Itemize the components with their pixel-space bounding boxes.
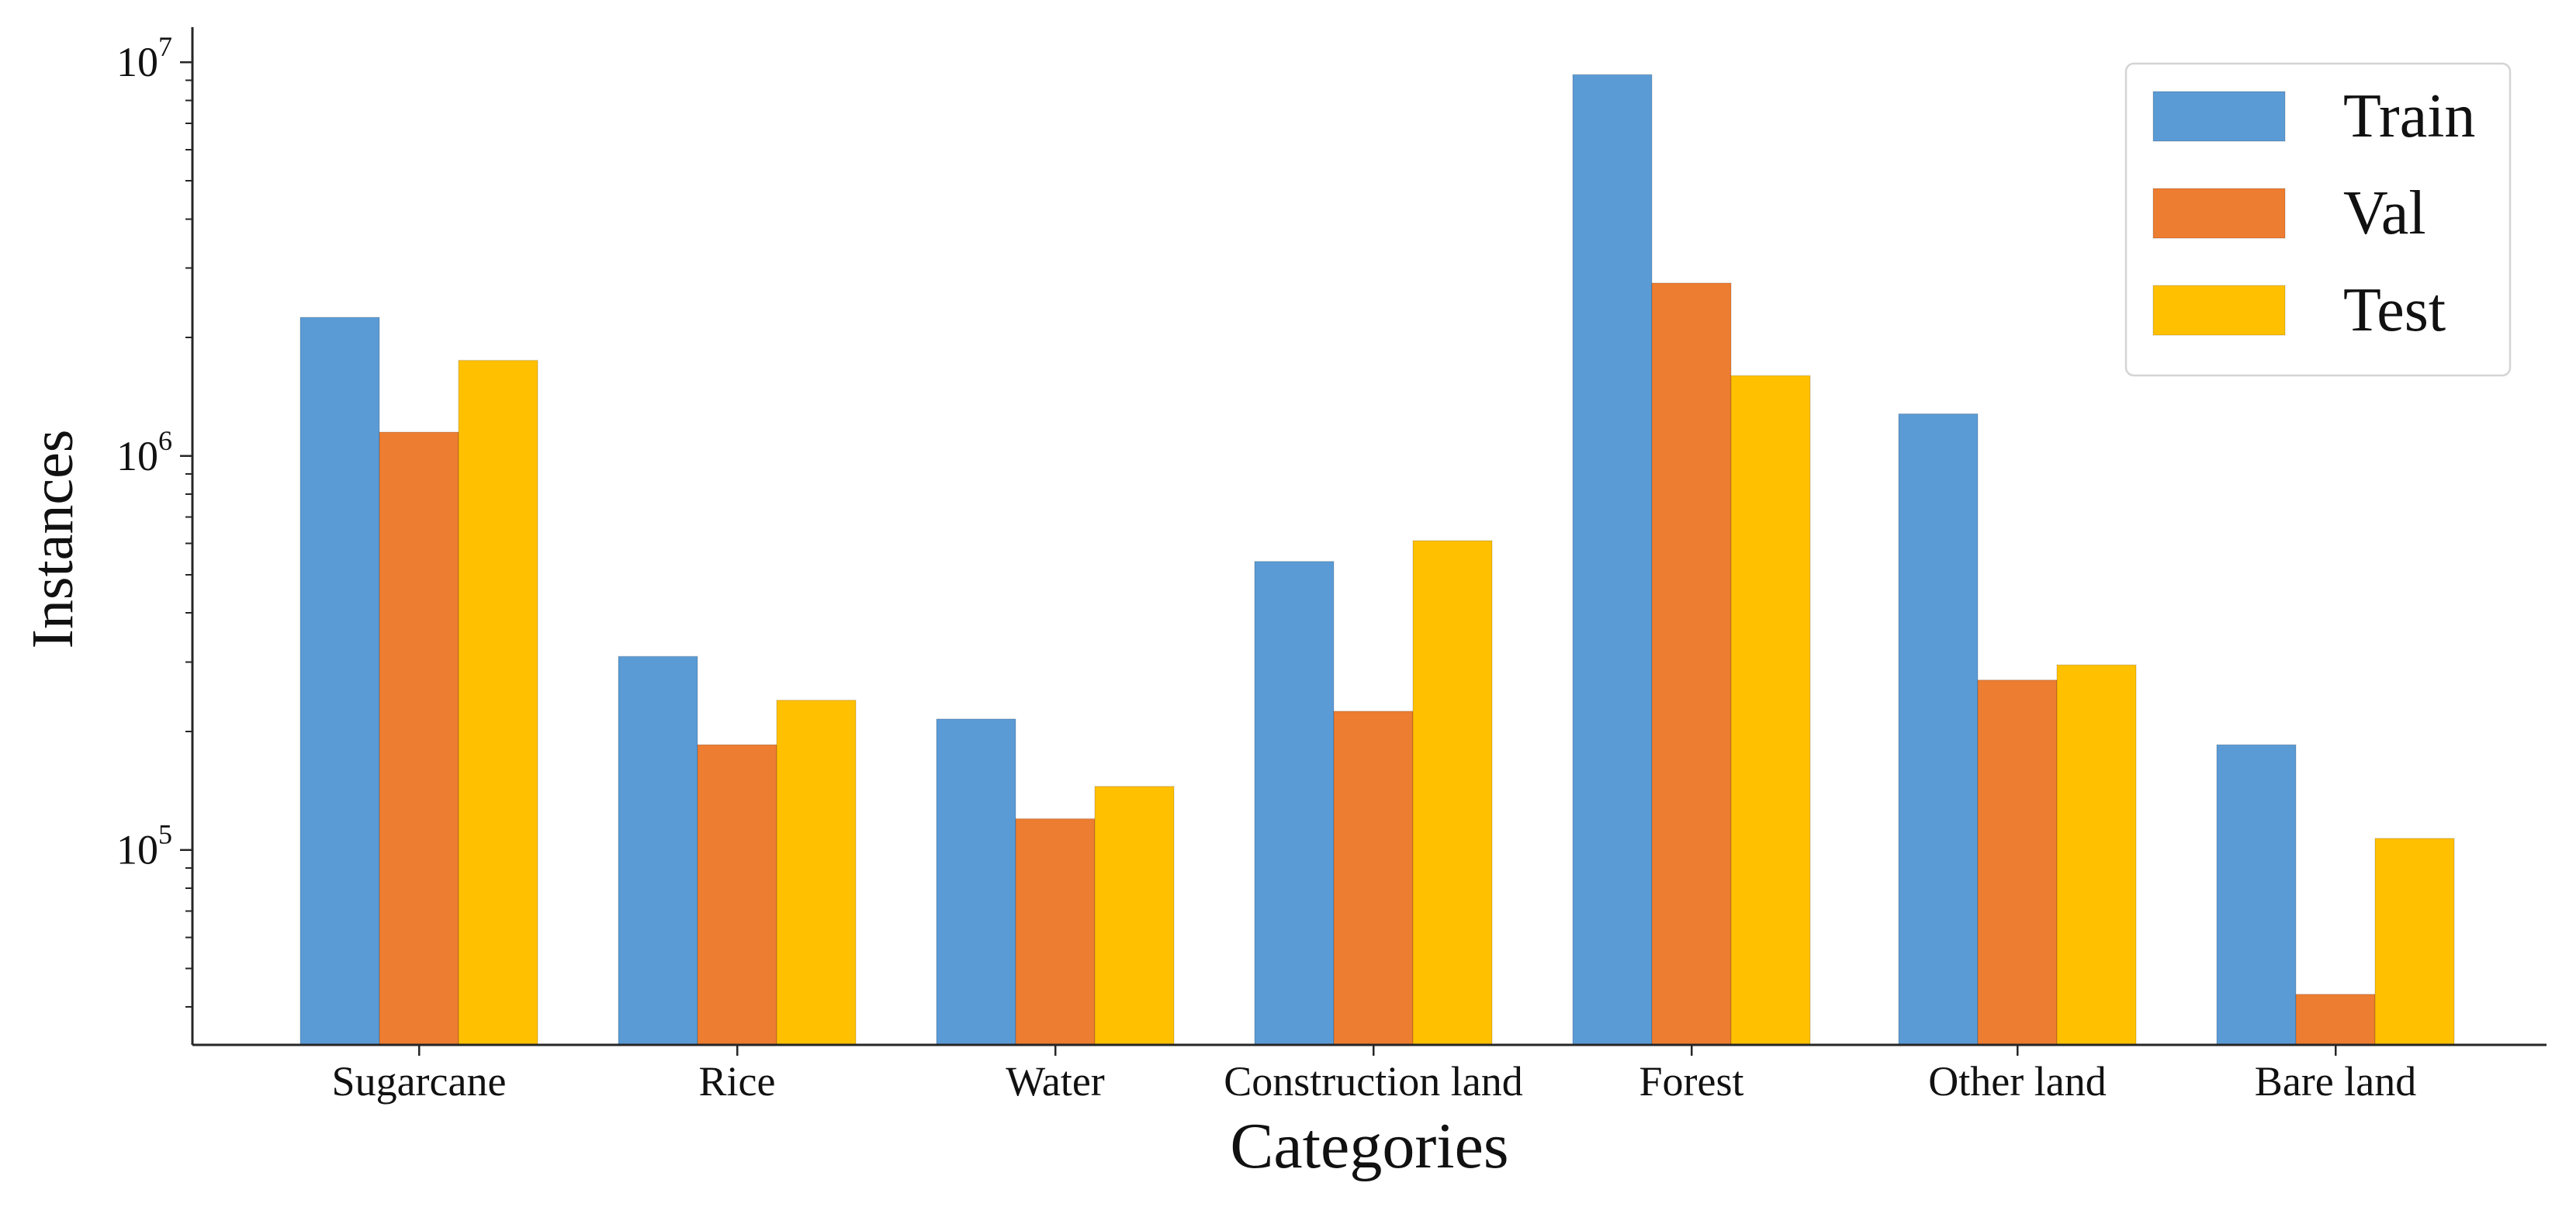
legend-label-train: Train [2343, 82, 2475, 150]
legend-label-val: Val [2343, 179, 2426, 247]
x-tick-label: Water [1006, 1058, 1105, 1105]
y-tick-label-base: 10 [116, 39, 158, 85]
x-tick-label: Bare land [2255, 1058, 2416, 1105]
bar-test-rice [776, 699, 857, 1046]
x-tick-label: Rice [699, 1058, 776, 1105]
legend-swatch-val [2152, 188, 2286, 239]
bar-train-forest [1572, 74, 1653, 1046]
y-axis-title: Instances [20, 430, 85, 649]
bar-test-water [1094, 786, 1175, 1046]
bar-val-construction-land [1333, 711, 1414, 1046]
y-tick-label-base: 10 [116, 433, 158, 479]
legend-swatch-train [2152, 91, 2286, 142]
bar-val-other-land [1977, 679, 2058, 1046]
axes-layer [191, 27, 2547, 1046]
bar-val-rice [697, 744, 777, 1046]
bar-val-bare-land [2295, 994, 2376, 1046]
x-axis-title: Categories [1230, 1110, 1508, 1182]
bar-train-construction-land [1254, 561, 1335, 1046]
y-tick-label: 107 [116, 31, 172, 85]
x-ticks-layer: Sugarcane Rice Water Construction land Fores… [332, 1045, 2416, 1105]
y-tick-label: 105 [116, 819, 172, 873]
legend: Train Val Test [2124, 62, 2512, 377]
x-tick-label: Sugarcane [332, 1058, 507, 1105]
bar-train-rice [618, 655, 698, 1046]
y-tick-label-exponent: 5 [158, 819, 172, 850]
bar-train-bare-land [2216, 744, 2297, 1046]
bar-val-forest [1651, 282, 1732, 1046]
bars-layer [299, 74, 2455, 1046]
y-tick-label: 106 [116, 425, 172, 479]
y-tick-label-base: 10 [116, 827, 158, 873]
x-tick-label: Other land [1928, 1058, 2106, 1105]
bar-val-water [1015, 818, 1096, 1046]
y-tick-label-exponent: 6 [158, 425, 172, 456]
bar-test-forest [1730, 375, 1811, 1046]
y-tick-label-exponent: 7 [158, 31, 172, 62]
bar-train-water [936, 718, 1016, 1046]
bar-test-bare-land [2374, 838, 2455, 1046]
bar-test-sugarcane [458, 359, 538, 1046]
bar-train-other-land [1898, 413, 1979, 1046]
bar-test-construction-land [1412, 540, 1493, 1046]
bar-test-other-land [2056, 664, 2137, 1046]
bar-val-sugarcane [379, 431, 459, 1046]
legend-label-test: Test [2343, 276, 2446, 344]
bar-train-sugarcane [299, 316, 380, 1046]
x-tick-label: Forest [1639, 1058, 1744, 1105]
legend-swatch-test [2152, 285, 2286, 336]
x-tick-label: Construction land [1224, 1058, 1522, 1105]
